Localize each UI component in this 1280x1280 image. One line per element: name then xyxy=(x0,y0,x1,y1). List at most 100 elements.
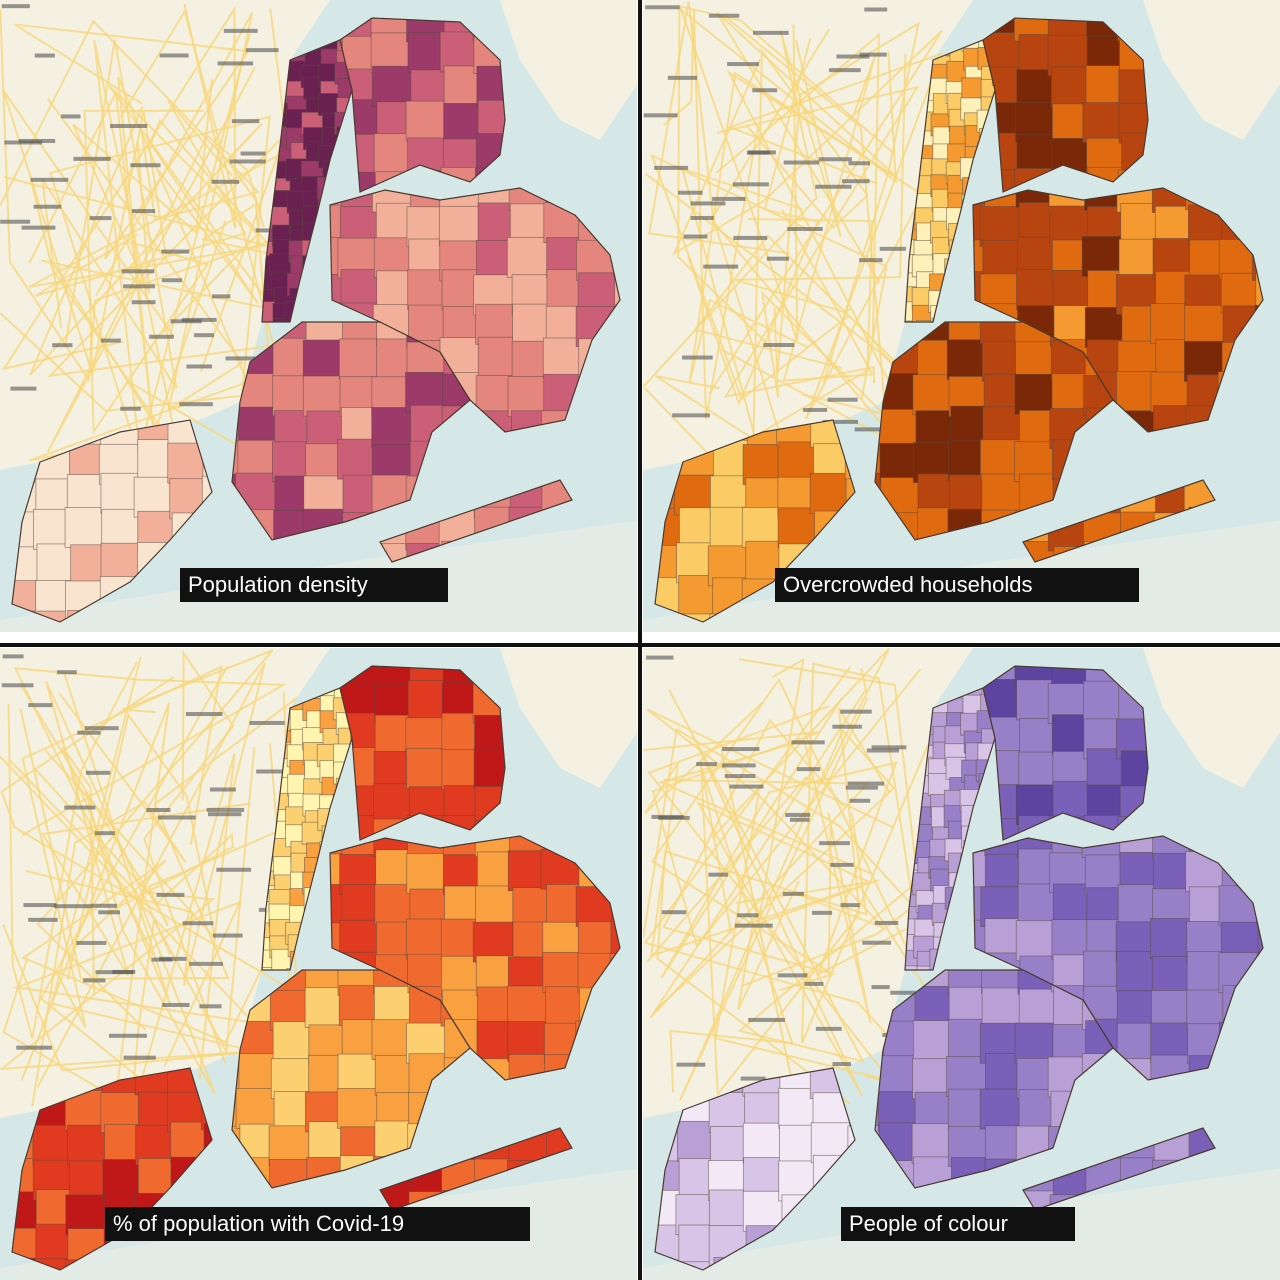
place-label xyxy=(61,114,81,119)
district xyxy=(338,338,380,380)
place-label xyxy=(859,52,887,57)
place-label xyxy=(149,334,174,339)
road xyxy=(644,218,874,462)
place-label xyxy=(672,413,710,418)
place-label xyxy=(690,201,726,206)
place-label xyxy=(682,355,713,360)
road xyxy=(0,9,298,383)
place-label xyxy=(121,269,155,274)
place-label xyxy=(678,190,703,195)
place-label xyxy=(802,407,828,412)
road xyxy=(672,30,943,395)
road xyxy=(716,85,920,398)
district xyxy=(916,320,939,322)
place-label xyxy=(827,397,858,402)
place-label xyxy=(766,256,790,261)
place-label xyxy=(732,182,769,187)
place-label xyxy=(752,30,789,35)
place-label xyxy=(120,406,141,411)
place-label xyxy=(763,343,795,348)
place-label xyxy=(34,53,55,58)
caption: Population density xyxy=(188,572,368,597)
place-label xyxy=(727,62,760,67)
land xyxy=(500,0,637,140)
road xyxy=(0,19,261,221)
place-label xyxy=(73,156,111,161)
district xyxy=(302,375,344,417)
place-label xyxy=(18,138,56,143)
place-label xyxy=(752,88,778,93)
road xyxy=(687,38,819,407)
place-label xyxy=(654,165,689,170)
place-label xyxy=(225,356,255,361)
place-label xyxy=(822,419,859,424)
place-label xyxy=(30,177,69,182)
place-label xyxy=(643,113,678,118)
place-label xyxy=(708,13,740,18)
place-label xyxy=(240,151,266,156)
place-label xyxy=(89,216,112,221)
district xyxy=(302,339,344,381)
place-label xyxy=(0,219,31,224)
place-label xyxy=(859,258,883,263)
place-label xyxy=(131,300,156,305)
place-label xyxy=(122,284,155,289)
map-panel: Population density xyxy=(0,0,637,632)
place-label xyxy=(854,427,893,432)
map-panel: Overcrowded households xyxy=(643,0,1280,632)
road xyxy=(46,12,254,412)
place-label xyxy=(21,225,56,230)
borough-outline xyxy=(11,419,213,623)
borough-outline xyxy=(339,17,506,193)
land xyxy=(1143,0,1280,140)
place-label xyxy=(245,48,279,53)
district xyxy=(961,77,985,101)
place-label xyxy=(217,61,254,66)
place-label xyxy=(211,179,240,184)
place-label xyxy=(645,5,680,10)
district xyxy=(506,236,548,278)
place-label xyxy=(223,28,258,33)
place-label xyxy=(109,124,148,129)
district xyxy=(405,100,447,142)
district xyxy=(477,336,519,378)
place-label xyxy=(690,215,714,220)
caption-box xyxy=(180,568,448,602)
district xyxy=(371,65,413,107)
place-label xyxy=(829,68,861,73)
place-label xyxy=(52,343,73,348)
place-label xyxy=(667,75,697,80)
place-label xyxy=(33,204,62,209)
place-label xyxy=(161,278,182,283)
place-label xyxy=(181,317,217,322)
place-label xyxy=(179,402,213,407)
borough-outline xyxy=(379,479,573,563)
district xyxy=(438,205,480,247)
place-label xyxy=(815,184,852,189)
place-label xyxy=(864,7,888,12)
road xyxy=(49,115,271,473)
district xyxy=(272,318,296,322)
place-label xyxy=(836,54,870,59)
place-label xyxy=(746,150,770,155)
place-label xyxy=(159,53,189,58)
district xyxy=(31,610,73,622)
place-label xyxy=(783,160,820,165)
place-label xyxy=(703,264,739,269)
road xyxy=(41,85,276,334)
place-label xyxy=(186,364,213,369)
place-label xyxy=(130,163,161,168)
place-label xyxy=(10,386,37,391)
place-label xyxy=(212,294,231,299)
road xyxy=(776,21,920,383)
road xyxy=(721,290,935,466)
borough-outline xyxy=(231,321,471,541)
road xyxy=(678,4,894,342)
place-label xyxy=(841,179,870,184)
place-label xyxy=(818,157,852,162)
place-label xyxy=(787,226,823,231)
road xyxy=(83,109,210,435)
place-label xyxy=(848,161,871,166)
district xyxy=(371,407,413,448)
